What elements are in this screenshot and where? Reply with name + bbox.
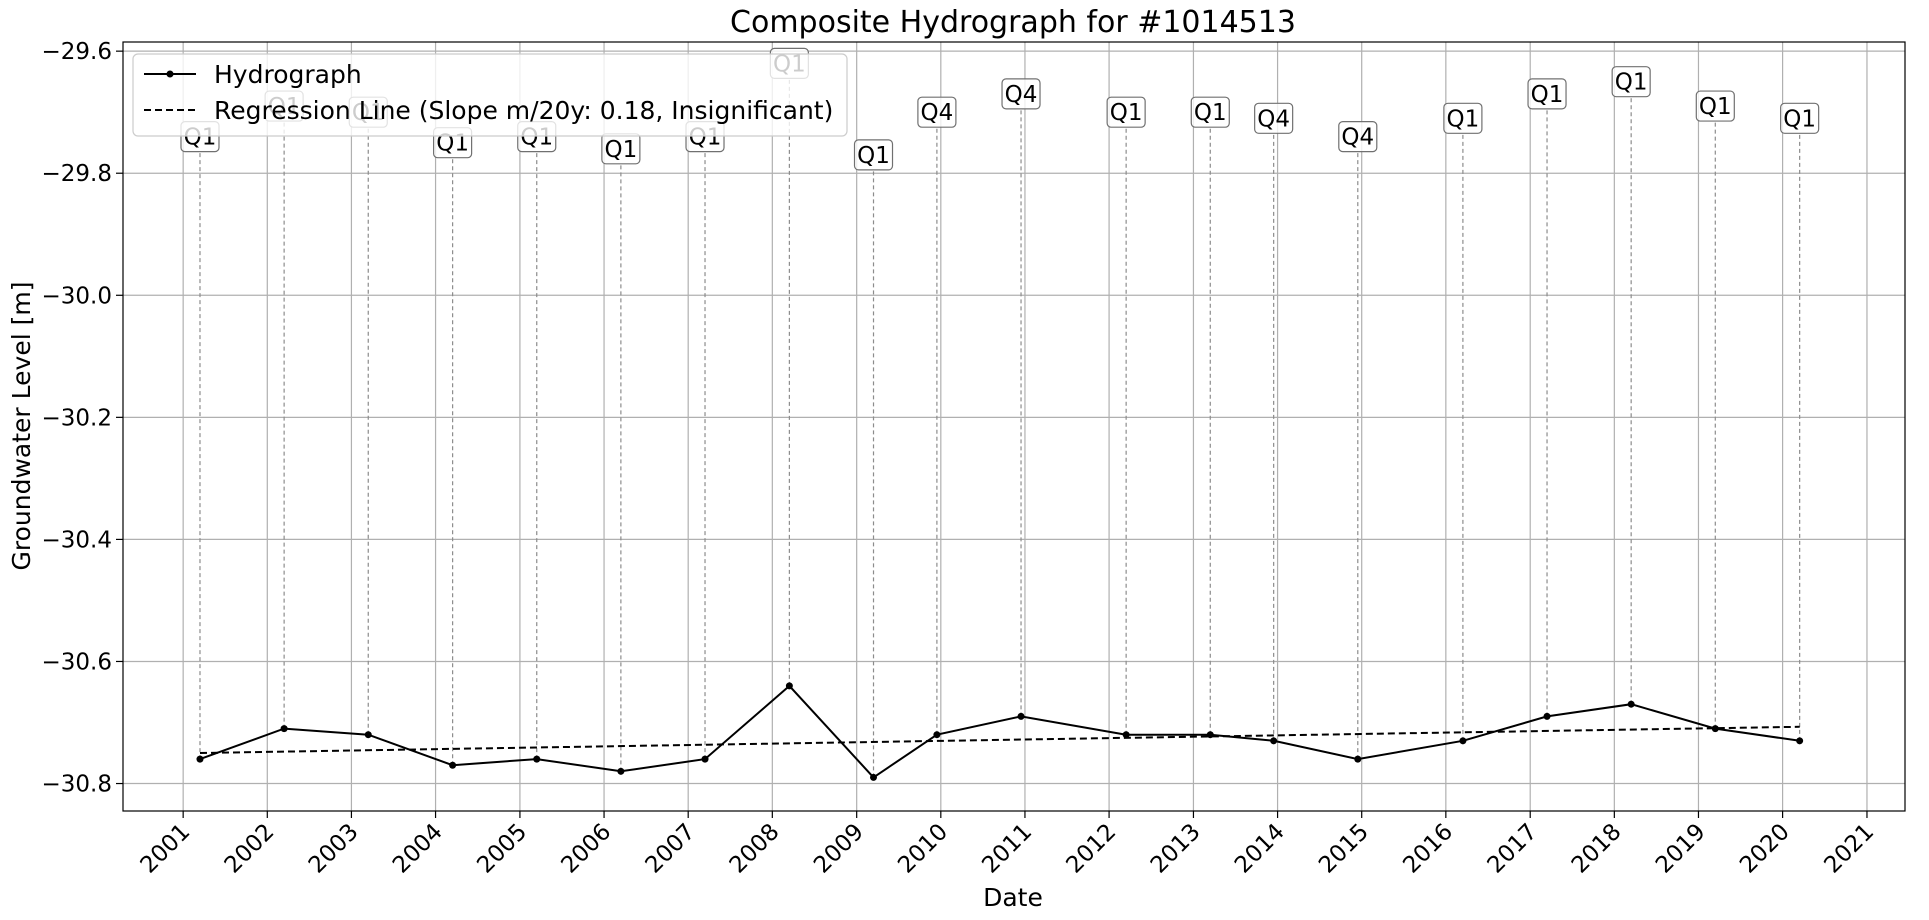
annotation-box: [1106, 96, 1146, 128]
hydrograph-point: [1711, 725, 1719, 733]
annotation-text: Q1: [605, 137, 638, 163]
annotation-label: Q4: [917, 96, 957, 128]
hydrograph-point: [1017, 712, 1025, 720]
annotation-text: Q1: [857, 143, 890, 169]
annotation-label: Q4: [1254, 102, 1294, 134]
hydrograph-point: [1796, 737, 1804, 745]
annotation-text: Q1: [1699, 94, 1732, 120]
hydrograph-point: [1459, 737, 1467, 745]
y-tick-label: −30.4: [42, 527, 112, 553]
annotation-text: Q1: [1447, 106, 1480, 132]
hydrograph-point: [1543, 712, 1551, 720]
series-layer: [196, 682, 1804, 781]
annotation-label: Q1: [601, 133, 641, 165]
annotation-text: Q1: [1110, 100, 1143, 126]
y-tick-label: −30.8: [42, 772, 112, 798]
annotation-box: [1190, 96, 1230, 128]
annotation-text: Q1: [1531, 82, 1564, 108]
hydrograph-point: [933, 731, 941, 739]
y-tick-label: −30.6: [42, 649, 112, 675]
annotation-text: Q4: [1257, 106, 1290, 132]
y-tick-label: −30.2: [42, 405, 112, 431]
legend-hydrograph-marker: [166, 70, 174, 78]
y-axis-label: Groundwater Level [m]: [7, 282, 36, 571]
annotation-text: Q1: [1783, 106, 1816, 132]
annotation-box: [1443, 102, 1483, 134]
annotation-text: Q4: [1341, 125, 1374, 151]
hydrograph-line: [199, 684, 1800, 779]
y-axis-ticks: −29.6 −29.8 −30.0 −30.2 −30.4 −30.6 −30.8: [42, 39, 123, 798]
hydrograph-point: [280, 725, 288, 733]
annotation-label: Q1: [1106, 96, 1146, 128]
hydrograph-point: [701, 755, 709, 763]
hydrograph-point: [196, 755, 204, 763]
hydrograph-point: [364, 731, 372, 739]
annotation-label: Q1: [1611, 66, 1651, 98]
annotation-label: Q1: [1190, 96, 1230, 128]
chart-title: Composite Hydrograph for #1014513: [730, 5, 1296, 40]
plot-frame: [122, 41, 1906, 812]
hydrograph-point: [785, 682, 793, 690]
annotation-text: Q1: [1194, 100, 1227, 126]
annotation-box: [1611, 66, 1651, 98]
legend-regression-label: Regression Line (Slope m/20y: 0.18, Insi…: [214, 96, 833, 125]
annotation-text: Q4: [921, 100, 954, 126]
x-axis-label: Date: [983, 883, 1043, 912]
grid: [123, 42, 1905, 811]
y-tick-label: −30.0: [42, 283, 112, 309]
annotation-label: Q1: [1780, 102, 1820, 134]
hydrograph-point: [1354, 755, 1362, 763]
hydrograph-point: [1270, 737, 1278, 745]
annotation-label: Q4: [1338, 120, 1378, 153]
legend-hydrograph-label: Hydrograph: [214, 60, 362, 89]
annotation-box: [1780, 102, 1820, 134]
annotation-label: Q4: [1001, 78, 1041, 110]
hydrograph-point: [449, 761, 457, 769]
hydrograph-point: [533, 755, 541, 763]
annotation-guide-lines: [199, 77, 1801, 778]
legend-box: [132, 53, 848, 137]
annotation-box: [1338, 120, 1378, 153]
annotation-text: Q4: [1005, 82, 1038, 108]
hydrograph-point: [617, 767, 625, 775]
hydrograph-point: [1122, 731, 1130, 739]
y-tick-label: −29.8: [42, 161, 112, 187]
annotation-box: [917, 96, 957, 128]
y-tick-label: −29.6: [42, 39, 112, 65]
annotation-box: [1254, 102, 1294, 134]
hydrograph-point: [1627, 700, 1635, 708]
annotation-text: Q1: [1615, 70, 1648, 96]
legend: Hydrograph Regression Line (Slope m/20y:…: [132, 53, 848, 137]
annotation-label: Q1: [853, 139, 894, 171]
annotation-box: [1527, 78, 1567, 110]
annotation-label: Q1: [1443, 102, 1483, 134]
annotation-box: [1695, 90, 1735, 122]
annotation-label: Q1: [1527, 78, 1567, 110]
regression-line: [199, 725, 1800, 754]
hydrograph-point: [870, 773, 878, 781]
annotation-label: Q1: [1695, 90, 1735, 122]
annotation-box: [853, 139, 894, 171]
annotation-box: [1001, 78, 1041, 110]
